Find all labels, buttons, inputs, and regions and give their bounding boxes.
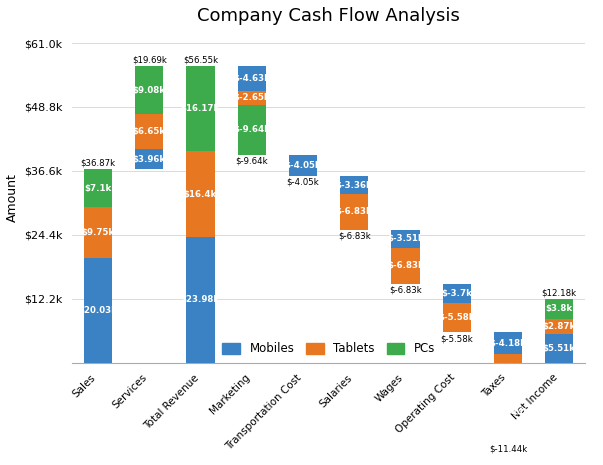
Text: $-5.46k: $-5.46k: [490, 364, 526, 373]
Text: $-4.18k: $-4.18k: [490, 339, 526, 348]
Text: $3.8k: $3.8k: [546, 304, 573, 313]
Bar: [84, 258, 112, 363]
Bar: [494, 383, 522, 443]
Text: $-11.44k: $-11.44k: [489, 445, 527, 453]
Text: $-3.51k: $-3.51k: [387, 234, 424, 243]
Bar: [135, 114, 163, 149]
Bar: [391, 248, 420, 284]
Bar: [289, 155, 317, 176]
Bar: [545, 299, 573, 319]
Text: $-4.05k: $-4.05k: [286, 178, 320, 187]
Text: $9.75k: $9.75k: [81, 228, 115, 237]
Text: $-6.83k: $-6.83k: [336, 207, 373, 216]
Text: $20.03k: $20.03k: [78, 306, 118, 315]
Bar: [494, 354, 522, 383]
Text: $19.69k: $19.69k: [132, 56, 166, 65]
Text: $23.98k: $23.98k: [181, 295, 220, 305]
Text: $-5.58k: $-5.58k: [438, 313, 475, 322]
Text: $-6.83k: $-6.83k: [338, 231, 371, 240]
Bar: [340, 176, 368, 194]
Bar: [135, 66, 163, 114]
Bar: [186, 66, 215, 151]
Bar: [238, 91, 266, 105]
Text: $16.4k: $16.4k: [184, 190, 217, 199]
Text: $-3.7k: $-3.7k: [441, 289, 472, 298]
Text: $-6.83k: $-6.83k: [387, 261, 424, 271]
Text: $7.1k: $7.1k: [84, 184, 112, 193]
Title: Company Cash Flow Analysis: Company Cash Flow Analysis: [197, 7, 460, 26]
Text: $-5.58k: $-5.58k: [440, 334, 473, 343]
Bar: [135, 149, 163, 169]
Bar: [545, 334, 573, 363]
Text: $-3.36k: $-3.36k: [336, 180, 373, 190]
Bar: [186, 237, 215, 363]
Bar: [494, 332, 522, 354]
Bar: [545, 319, 573, 334]
Bar: [443, 284, 471, 303]
Bar: [186, 151, 215, 237]
Y-axis label: Amount: Amount: [5, 173, 19, 222]
Text: $-2.65k: $-2.65k: [233, 93, 270, 102]
Bar: [391, 230, 420, 248]
Text: $-9.64k: $-9.64k: [235, 157, 268, 166]
Text: $36.87k: $36.87k: [80, 159, 116, 168]
Bar: [84, 169, 112, 206]
Text: $9.08k: $9.08k: [133, 86, 166, 94]
Text: $6.65k: $6.65k: [133, 127, 166, 136]
Bar: [443, 303, 471, 332]
Text: $-4.63k: $-4.63k: [233, 74, 270, 83]
Bar: [340, 194, 368, 230]
Text: $5.51k: $5.51k: [543, 344, 576, 353]
Text: $-11.44k: $-11.44k: [487, 408, 529, 418]
Text: $2.87k: $2.87k: [543, 322, 576, 331]
Text: $56.55k: $56.55k: [183, 56, 218, 65]
Text: $3.96k: $3.96k: [133, 154, 166, 164]
Bar: [84, 206, 112, 258]
Text: $-6.83k: $-6.83k: [389, 286, 422, 294]
Text: $-4.05k: $-4.05k: [285, 161, 321, 170]
Text: $-9.64k: $-9.64k: [233, 125, 270, 134]
Legend: Mobiles, Tablets, PCs: Mobiles, Tablets, PCs: [218, 338, 440, 360]
Text: $16.17k: $16.17k: [181, 104, 220, 113]
Bar: [238, 105, 266, 155]
Bar: [238, 66, 266, 91]
Text: $12.18k: $12.18k: [541, 288, 577, 297]
